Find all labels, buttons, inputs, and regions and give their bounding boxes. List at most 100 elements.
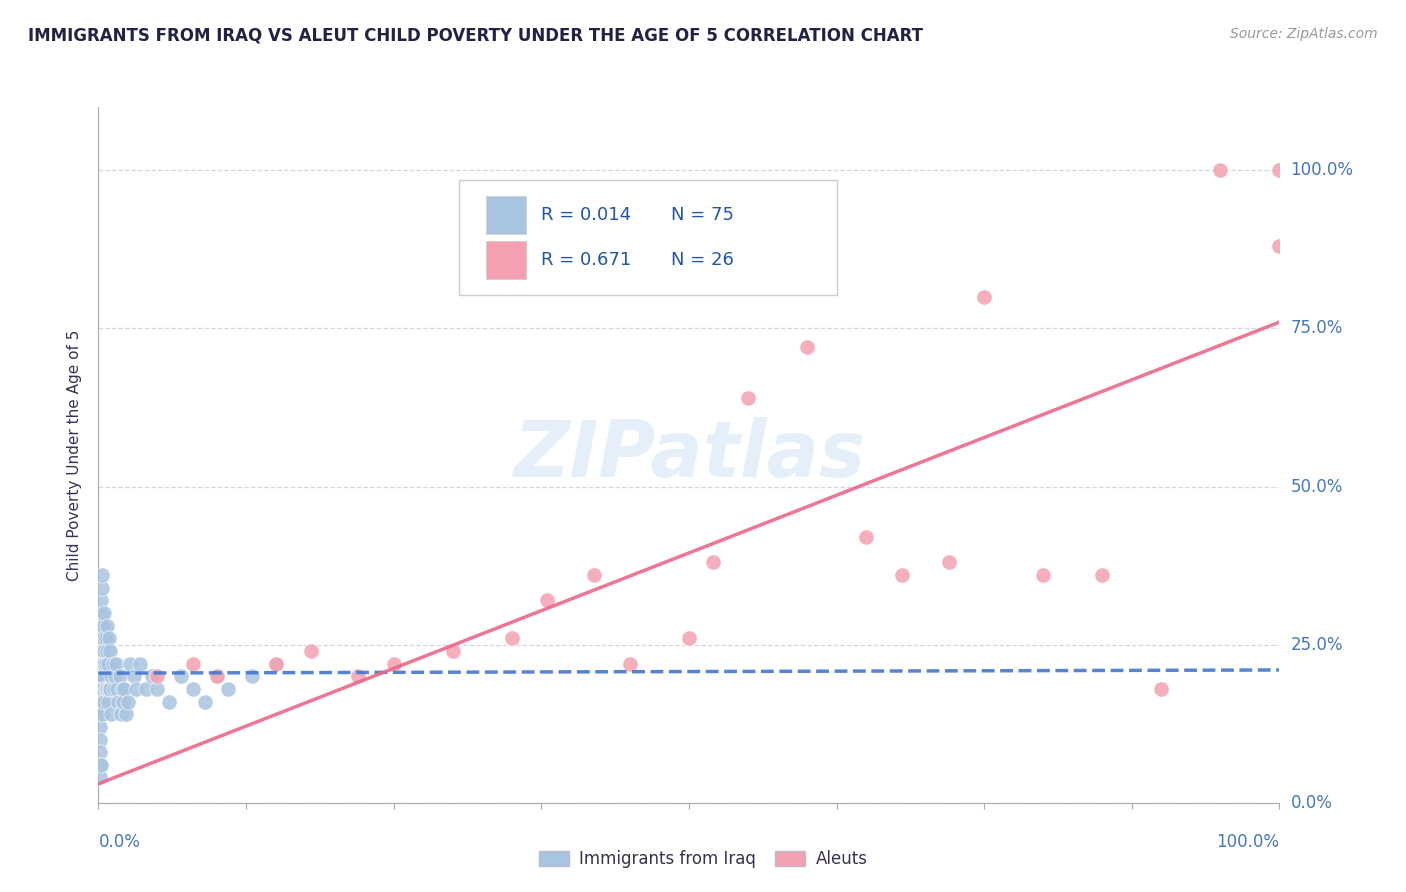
- Point: [89, 707, 111, 722]
- Point: [938, 556, 960, 570]
- Point: [146, 681, 169, 696]
- Point: [90, 657, 112, 671]
- Text: 0.0%: 0.0%: [98, 833, 141, 851]
- Point: [619, 657, 641, 671]
- Point: [678, 632, 700, 646]
- Point: [536, 593, 558, 607]
- Point: [96, 644, 118, 658]
- Point: [120, 657, 142, 671]
- Point: [382, 657, 405, 671]
- Point: [501, 632, 523, 646]
- Point: [98, 632, 121, 646]
- Point: [105, 657, 128, 671]
- Point: [105, 681, 128, 696]
- Text: R = 0.671: R = 0.671: [541, 252, 631, 269]
- Point: [101, 657, 124, 671]
- Point: [347, 669, 370, 683]
- Point: [125, 681, 148, 696]
- Point: [973, 290, 995, 304]
- Point: [96, 681, 118, 696]
- Point: [110, 707, 132, 722]
- Text: 100.0%: 100.0%: [1291, 161, 1354, 179]
- Point: [264, 657, 287, 671]
- Text: 50.0%: 50.0%: [1291, 477, 1343, 496]
- Point: [91, 644, 114, 658]
- Point: [89, 695, 111, 709]
- Point: [89, 657, 111, 671]
- Point: [89, 669, 111, 683]
- Point: [91, 568, 114, 582]
- Text: ZIPatlas: ZIPatlas: [513, 417, 865, 493]
- Point: [117, 695, 139, 709]
- Point: [194, 695, 217, 709]
- Point: [122, 669, 145, 683]
- Point: [90, 593, 112, 607]
- Point: [91, 618, 114, 632]
- Text: R = 0.014: R = 0.014: [541, 206, 631, 224]
- Point: [181, 681, 204, 696]
- Point: [94, 681, 117, 696]
- Point: [89, 757, 111, 772]
- Point: [90, 681, 112, 696]
- Text: N = 75: N = 75: [671, 206, 734, 224]
- Point: [91, 669, 114, 683]
- Y-axis label: Child Poverty Under the Age of 5: Child Poverty Under the Age of 5: [67, 329, 83, 581]
- Point: [111, 681, 134, 696]
- Text: Source: ZipAtlas.com: Source: ZipAtlas.com: [1230, 27, 1378, 41]
- Point: [90, 632, 112, 646]
- Point: [91, 681, 114, 696]
- Point: [97, 695, 120, 709]
- Point: [91, 632, 114, 646]
- Point: [98, 644, 121, 658]
- Point: [90, 606, 112, 620]
- Text: 25.0%: 25.0%: [1291, 636, 1343, 654]
- Point: [93, 657, 115, 671]
- Point: [128, 657, 150, 671]
- Point: [104, 669, 127, 683]
- Point: [93, 695, 115, 709]
- Point: [89, 771, 111, 785]
- Point: [170, 669, 193, 683]
- Point: [100, 707, 122, 722]
- Point: [91, 581, 114, 595]
- Point: [240, 669, 263, 683]
- Point: [107, 695, 129, 709]
- Point: [91, 695, 114, 709]
- Point: [112, 681, 135, 696]
- Point: [89, 745, 111, 759]
- Point: [94, 632, 117, 646]
- Point: [97, 657, 120, 671]
- Point: [89, 732, 111, 747]
- Point: [1091, 568, 1114, 582]
- Point: [1209, 163, 1232, 178]
- Point: [98, 681, 121, 696]
- FancyBboxPatch shape: [486, 242, 526, 279]
- Point: [205, 669, 228, 683]
- Point: [89, 720, 111, 734]
- Point: [1150, 681, 1173, 696]
- Point: [1268, 239, 1291, 253]
- Point: [96, 618, 118, 632]
- Point: [112, 695, 135, 709]
- Point: [94, 657, 117, 671]
- Point: [103, 681, 125, 696]
- Point: [146, 669, 169, 683]
- Point: [108, 669, 131, 683]
- Text: 75.0%: 75.0%: [1291, 319, 1343, 337]
- Point: [91, 707, 114, 722]
- Point: [91, 657, 114, 671]
- Legend: Immigrants from Iraq, Aleuts: Immigrants from Iraq, Aleuts: [531, 844, 875, 875]
- Point: [89, 644, 111, 658]
- Point: [157, 695, 180, 709]
- Point: [205, 669, 228, 683]
- Point: [441, 644, 464, 658]
- Point: [583, 568, 606, 582]
- Point: [890, 568, 912, 582]
- FancyBboxPatch shape: [486, 196, 526, 234]
- Point: [1268, 163, 1291, 178]
- Point: [141, 669, 163, 683]
- Point: [1032, 568, 1054, 582]
- Point: [855, 530, 877, 544]
- Point: [796, 340, 818, 354]
- Text: 100.0%: 100.0%: [1216, 833, 1279, 851]
